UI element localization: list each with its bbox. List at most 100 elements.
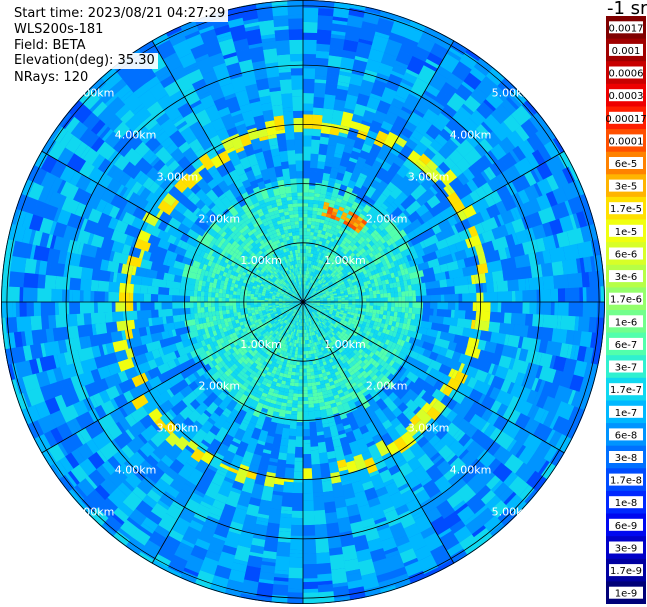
range-gate-cell bbox=[499, 75, 519, 95]
range-gate-cell bbox=[256, 356, 262, 362]
range-gate-cell bbox=[315, 538, 330, 554]
range-gate-cell bbox=[498, 355, 512, 369]
range-gate-cell bbox=[492, 445, 513, 465]
range-gate-cell bbox=[375, 156, 385, 165]
range-gate-cell bbox=[386, 553, 405, 572]
range-gate-cell bbox=[233, 369, 240, 376]
range-gate-cell bbox=[320, 312, 324, 316]
range-gate-cell bbox=[583, 257, 589, 273]
range-gate-cell bbox=[308, 318, 311, 322]
range-gate-cell bbox=[303, 351, 306, 355]
range-gate-cell bbox=[283, 332, 288, 337]
range-gate-cell bbox=[255, 520, 269, 526]
range-gate-cell bbox=[267, 421, 278, 437]
range-gate-cell bbox=[332, 310, 337, 313]
range-gate-cell bbox=[280, 405, 287, 411]
range-gate-cell bbox=[340, 111, 354, 128]
range-gate-cell bbox=[481, 217, 499, 233]
range-gate-cell bbox=[309, 257, 313, 261]
range-gate-cell bbox=[511, 346, 518, 359]
range-gate-cell bbox=[343, 424, 352, 430]
range-gate-cell bbox=[316, 211, 323, 216]
range-gate-cell bbox=[288, 314, 292, 318]
range-gate-cell bbox=[321, 230, 326, 235]
range-gate-cell bbox=[302, 400, 309, 405]
range-gate-cell bbox=[136, 475, 156, 495]
range-gate-cell bbox=[394, 535, 410, 547]
range-gate-cell bbox=[340, 252, 346, 258]
range-gate-cell bbox=[317, 207, 323, 213]
range-gate-cell bbox=[325, 191, 333, 197]
range-gate-cell bbox=[377, 346, 383, 353]
range-gate-cell bbox=[380, 537, 397, 552]
range-gate-cell bbox=[55, 314, 67, 328]
range-gate-cell bbox=[406, 254, 412, 262]
range-gate-cell bbox=[335, 401, 343, 407]
range-gate-cell bbox=[315, 306, 320, 309]
range-gate-cell bbox=[316, 262, 321, 267]
range-gate-cell bbox=[324, 242, 329, 248]
range-gate-cell bbox=[388, 392, 398, 402]
range-gate-cell bbox=[240, 308, 244, 312]
range-gate-cell bbox=[454, 249, 468, 261]
range-gate-cell bbox=[390, 98, 405, 110]
range-gate-cell bbox=[385, 283, 391, 289]
range-gate-cell bbox=[360, 350, 366, 357]
range-gate-cell bbox=[429, 359, 442, 372]
range-gate-cell bbox=[455, 86, 471, 101]
range-gate-cell bbox=[337, 221, 344, 227]
range-gate-cell bbox=[351, 239, 358, 245]
range-gate-cell bbox=[331, 263, 336, 269]
range-gate-cell bbox=[249, 390, 257, 397]
range-gate-cell bbox=[356, 382, 364, 388]
range-gate-cell bbox=[19, 301, 27, 317]
range-gate-cell bbox=[331, 326, 336, 331]
range-gate-cell bbox=[241, 396, 254, 413]
range-gate-cell bbox=[495, 200, 507, 215]
range-gate-cell bbox=[390, 566, 408, 579]
range-gate-cell bbox=[307, 206, 313, 211]
range-gate-cell bbox=[184, 498, 200, 514]
range-gate-cell bbox=[487, 374, 495, 386]
range-gate-cell bbox=[323, 223, 329, 229]
range-gate-cell bbox=[330, 316, 335, 320]
range-gate-cell bbox=[383, 293, 388, 298]
range-gate-cell bbox=[302, 500, 314, 511]
range-gate-cell bbox=[219, 517, 232, 525]
range-gate-cell bbox=[308, 400, 314, 405]
range-gate-cell bbox=[371, 353, 378, 360]
range-gate-cell bbox=[431, 388, 446, 402]
range-gate-cell bbox=[326, 296, 331, 299]
range-gate-cell bbox=[515, 229, 529, 245]
range-gate-cell bbox=[391, 302, 395, 307]
range-gate-cell bbox=[475, 465, 496, 486]
range-gate-cell bbox=[274, 347, 280, 353]
range-gate-cell bbox=[401, 106, 413, 115]
range-gate-cell bbox=[326, 278, 331, 283]
range-gate-cell bbox=[216, 469, 227, 477]
range-gate-cell bbox=[254, 359, 260, 365]
range-gate-cell bbox=[351, 304, 356, 308]
range-gate-cell bbox=[330, 167, 339, 173]
range-gate-cell bbox=[79, 301, 95, 314]
range-gate-cell bbox=[158, 286, 170, 295]
range-gate-cell bbox=[397, 312, 402, 318]
range-gate-cell bbox=[414, 377, 425, 388]
range-gate-cell bbox=[297, 314, 300, 319]
range-gate-cell bbox=[365, 237, 372, 243]
range-gate-cell bbox=[302, 564, 318, 579]
range-gate-cell bbox=[357, 353, 364, 360]
range-gate-cell bbox=[428, 227, 436, 237]
range-gate-cell bbox=[429, 544, 445, 555]
range-gate-cell bbox=[201, 285, 206, 292]
range-gate-cell bbox=[239, 463, 250, 471]
range-gate-cell bbox=[522, 302, 530, 315]
range-gate-cell bbox=[333, 282, 338, 287]
range-gate-cell bbox=[302, 407, 309, 412]
range-gate-cell bbox=[328, 270, 333, 275]
range-gate-cell bbox=[376, 180, 389, 194]
range-gate-cell bbox=[311, 268, 314, 273]
range-gate-cell bbox=[381, 337, 387, 344]
range-gate-cell bbox=[445, 349, 455, 360]
range-gate-cell bbox=[310, 449, 320, 465]
